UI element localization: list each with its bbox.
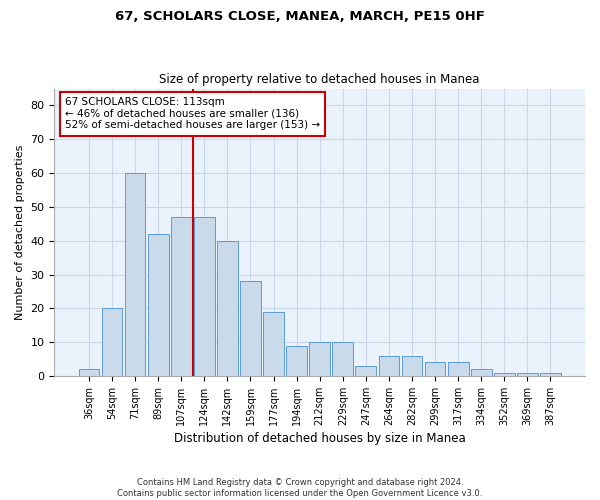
- Text: 67, SCHOLARS CLOSE, MANEA, MARCH, PE15 0HF: 67, SCHOLARS CLOSE, MANEA, MARCH, PE15 0…: [115, 10, 485, 23]
- Bar: [379, 356, 400, 376]
- Text: 67 SCHOLARS CLOSE: 113sqm
← 46% of detached houses are smaller (136)
52% of semi: 67 SCHOLARS CLOSE: 113sqm ← 46% of detac…: [65, 97, 320, 130]
- Bar: [471, 369, 491, 376]
- Text: Contains HM Land Registry data © Crown copyright and database right 2024.
Contai: Contains HM Land Registry data © Crown c…: [118, 478, 482, 498]
- Bar: [194, 217, 215, 376]
- Bar: [286, 346, 307, 376]
- Bar: [125, 173, 145, 376]
- Bar: [448, 362, 469, 376]
- Title: Size of property relative to detached houses in Manea: Size of property relative to detached ho…: [160, 73, 480, 86]
- Bar: [101, 308, 122, 376]
- Bar: [540, 372, 561, 376]
- Bar: [425, 362, 445, 376]
- Bar: [494, 372, 515, 376]
- Bar: [171, 217, 191, 376]
- Bar: [517, 372, 538, 376]
- Bar: [401, 356, 422, 376]
- Bar: [240, 282, 261, 376]
- Bar: [148, 234, 169, 376]
- Bar: [332, 342, 353, 376]
- Bar: [310, 342, 330, 376]
- Bar: [355, 366, 376, 376]
- Bar: [79, 369, 99, 376]
- X-axis label: Distribution of detached houses by size in Manea: Distribution of detached houses by size …: [174, 432, 466, 445]
- Bar: [217, 240, 238, 376]
- Y-axis label: Number of detached properties: Number of detached properties: [15, 144, 25, 320]
- Bar: [263, 312, 284, 376]
